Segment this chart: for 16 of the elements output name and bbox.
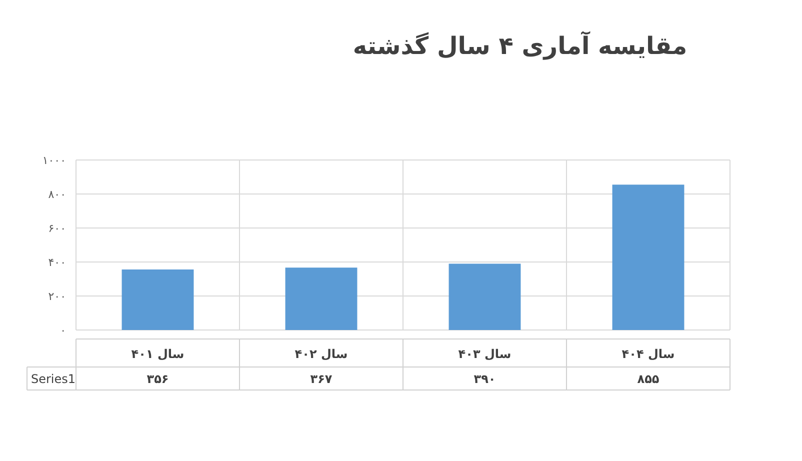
category: سال ۴۰۲ [294, 347, 348, 361]
ytick: ۸۰۰ [48, 188, 66, 201]
series-name: Series1 [31, 372, 76, 386]
category: سال ۴۰۴ [622, 347, 675, 361]
value-label: ۸۵۵ [637, 372, 660, 386]
ytick: ۰ [60, 324, 66, 337]
ytick: ۱۰۰۰ [42, 154, 66, 167]
title: مقایسه آماری ۴ سال گذشته [352, 32, 688, 60]
ytick: ۲۰۰ [48, 290, 66, 303]
ytick: ۴۰۰ [48, 256, 66, 269]
category: سال ۴۰۳ [458, 347, 512, 361]
value-label: ۳۵۶ [146, 372, 169, 386]
ytick: ۶۰۰ [48, 222, 66, 235]
value-label: ۳۶۷ [310, 372, 332, 386]
category: سال ۴۰۱ [131, 347, 184, 361]
value-label: ۳۹۰ [474, 372, 496, 386]
